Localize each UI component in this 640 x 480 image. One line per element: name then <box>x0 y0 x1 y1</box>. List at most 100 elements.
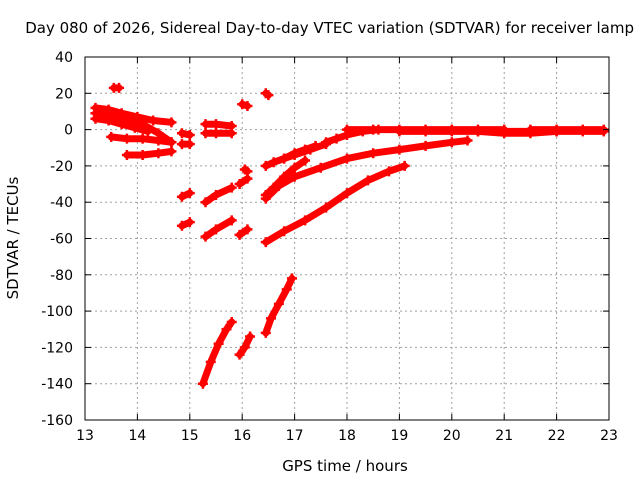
series-trace <box>280 140 330 163</box>
series-arc-05 <box>121 146 177 161</box>
data-point <box>166 137 177 148</box>
data-point <box>342 188 352 199</box>
data-point <box>184 217 195 228</box>
x-tick-label: 13 <box>76 428 94 444</box>
data-point <box>273 298 284 309</box>
data-point <box>305 144 316 155</box>
data-point <box>263 90 274 101</box>
data-point <box>525 124 536 135</box>
data-point <box>176 220 187 231</box>
data-point <box>446 137 457 148</box>
y-tick-label: -100 <box>41 304 73 320</box>
data-point <box>420 126 431 137</box>
y-tick-label: -40 <box>50 195 73 211</box>
data-point <box>211 119 221 130</box>
grid <box>85 57 609 420</box>
series-arc-10 <box>200 128 237 139</box>
data-point <box>342 153 352 164</box>
series-arc-01 <box>90 102 177 128</box>
y-tick-label: 40 <box>55 50 73 66</box>
data-point <box>321 137 332 148</box>
data-point <box>242 224 253 235</box>
data-point <box>226 182 237 193</box>
data-point <box>166 117 177 128</box>
series-trace <box>262 162 409 246</box>
data-point <box>166 146 177 157</box>
data-point <box>279 226 290 237</box>
data-point <box>286 273 297 284</box>
y-tick-label: -60 <box>50 232 73 248</box>
data-point <box>226 316 237 327</box>
series-trace <box>262 137 471 203</box>
series-arc-08 <box>176 139 195 150</box>
series-trace <box>123 147 175 159</box>
data-point <box>184 188 195 199</box>
x-tick-label: 15 <box>181 428 199 444</box>
y-tick-label: -120 <box>41 340 73 356</box>
series-arc-25 <box>279 139 332 164</box>
data-point <box>148 115 159 126</box>
y-tick-label: -80 <box>50 268 73 284</box>
data-point <box>200 231 211 242</box>
x-tick-label: 23 <box>600 428 618 444</box>
data-point <box>129 122 140 133</box>
data-point <box>121 133 132 144</box>
data-point <box>114 82 125 93</box>
data-point <box>266 313 277 324</box>
data-point <box>234 349 245 360</box>
data-point <box>234 229 245 240</box>
data-point <box>281 284 292 295</box>
x-tick-label: 20 <box>443 428 461 444</box>
x-tick-label: 14 <box>128 428 146 444</box>
data-point <box>184 139 195 150</box>
series-arc-16 <box>234 224 253 240</box>
series-arc-06 <box>108 82 125 93</box>
x-axis-label: GPS time / hours <box>282 457 408 475</box>
y-tick-label: -140 <box>41 377 73 393</box>
data-point <box>446 126 457 137</box>
data-point <box>103 115 114 126</box>
series-arc-19 <box>260 88 274 101</box>
data-point <box>268 157 279 168</box>
series-arc-27 <box>260 160 410 248</box>
axis-ticks <box>84 56 610 421</box>
data-point <box>234 179 245 190</box>
data-point <box>153 148 164 159</box>
data-point <box>551 124 562 135</box>
data-point <box>273 180 284 191</box>
data-point <box>289 162 300 173</box>
data-point <box>368 124 379 135</box>
data-point <box>279 153 290 164</box>
series-arc-07 <box>176 128 195 141</box>
data-point <box>462 135 473 146</box>
data-point <box>289 171 300 182</box>
data-point <box>242 166 253 177</box>
y-tick-label: -160 <box>41 413 73 429</box>
series-arc-21 <box>234 331 256 360</box>
x-tick-label: 16 <box>233 428 251 444</box>
data-point <box>226 215 237 226</box>
y-tick-label: -20 <box>50 159 73 175</box>
y-tick-label: 0 <box>64 123 73 139</box>
data-point <box>300 155 311 166</box>
series-arc-12 <box>176 217 195 231</box>
data-point <box>221 324 232 335</box>
data-point <box>394 126 405 137</box>
series-arc-26 <box>260 135 473 204</box>
chart-title: Day 080 of 2026, Sidereal Day-to-day VTE… <box>25 19 634 37</box>
data-point <box>106 131 117 142</box>
x-tick-label: 17 <box>286 428 304 444</box>
data-point <box>90 113 101 124</box>
data-point <box>245 331 256 342</box>
series-arc-11 <box>176 188 195 202</box>
series-arc-20 <box>197 316 237 389</box>
x-tick-label: 22 <box>548 428 566 444</box>
series-arc-17 <box>239 164 253 177</box>
data-point <box>368 148 379 159</box>
data-point <box>200 197 211 208</box>
data-point <box>300 215 311 226</box>
data-point <box>577 124 588 135</box>
x-tick-label: 19 <box>390 428 408 444</box>
